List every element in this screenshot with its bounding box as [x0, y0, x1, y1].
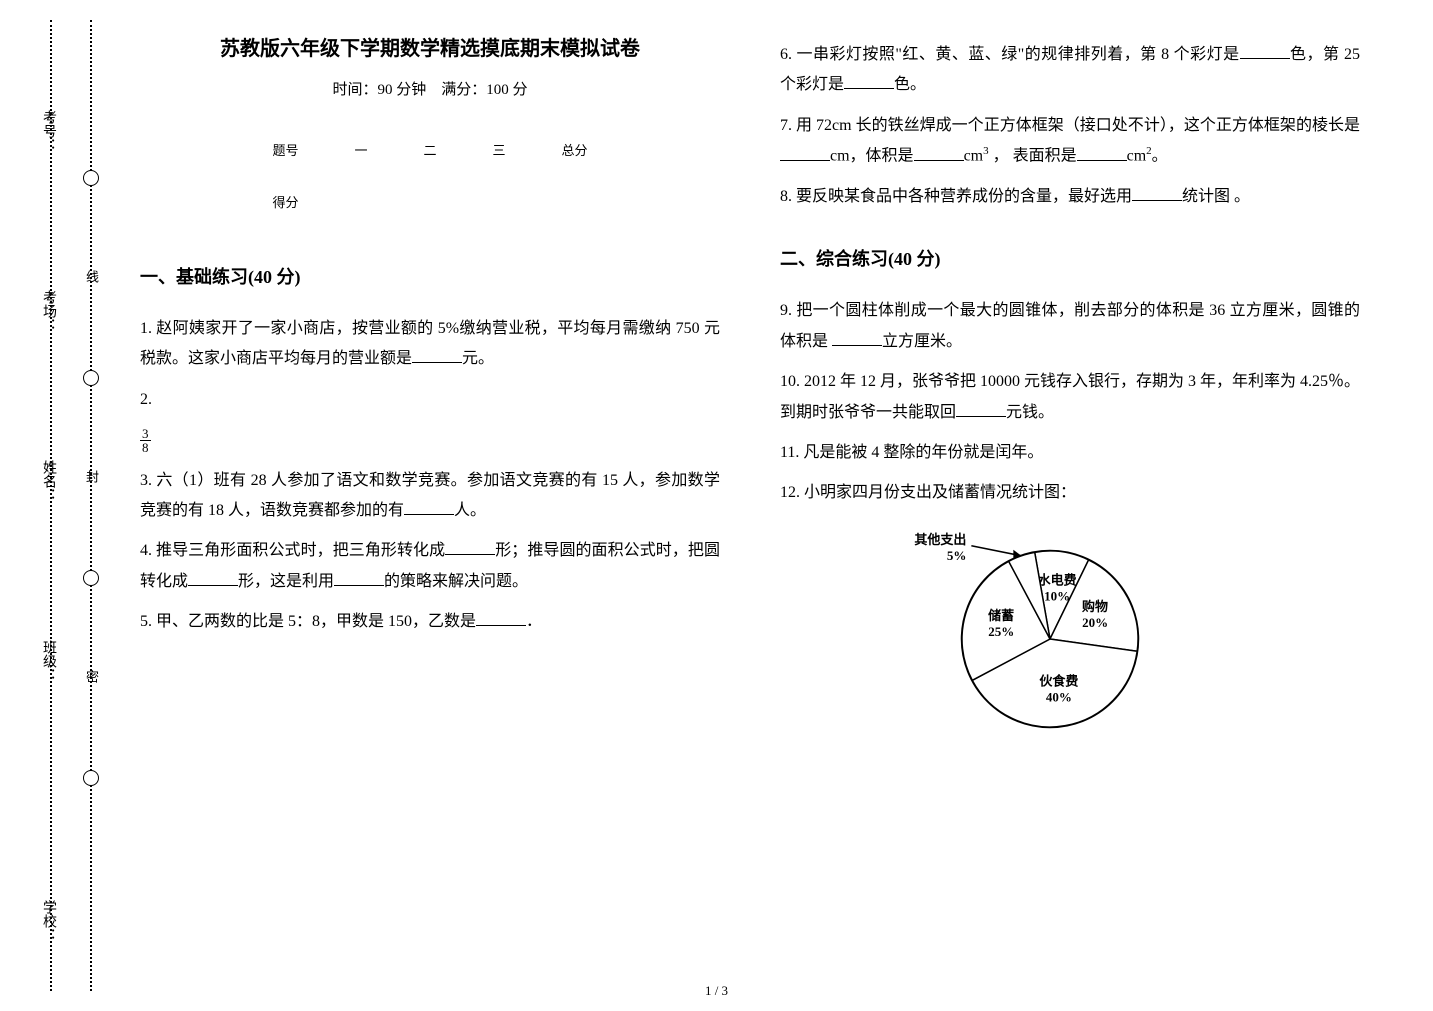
table-row: 题号 一 二 三 总分: [244, 125, 615, 178]
blank: [476, 609, 526, 626]
svg-text:25%: 25%: [988, 624, 1014, 639]
page-footer: 1 / 3: [705, 983, 728, 999]
score-cell: [395, 177, 464, 230]
fraction-numerator: 3: [140, 427, 151, 441]
question-text: 5. 甲、乙两数的比是 5：8，甲数是 150，乙数是: [140, 613, 476, 630]
question-9: 9. 把一个圆柱体削成一个最大的圆锥体，削去部分的体积是 36 立方厘米，圆锥的…: [780, 296, 1360, 357]
seal-text: 线: [82, 270, 101, 283]
blank: [914, 144, 964, 161]
score-cell: [534, 177, 616, 230]
question-5: 5. 甲、乙两数的比是 5：8，甲数是 150，乙数是 ．: [140, 607, 720, 637]
question-text: 元。: [462, 350, 494, 367]
binding-circle: [83, 370, 99, 386]
blank: [334, 569, 384, 586]
question-text: 6. 一串彩灯按照"红、黄、蓝、绿"的规律排列着，第 8 个彩灯是: [780, 46, 1240, 63]
question-text: 统计图 。: [1182, 188, 1250, 205]
question-text: 人。: [454, 502, 486, 519]
column-right: 6. 一串彩灯按照"红、黄、蓝、绿"的规律排列着，第 8 个彩灯是色，第 25 …: [780, 30, 1360, 971]
question-text: ．: [526, 613, 542, 630]
svg-text:40%: 40%: [1046, 689, 1072, 704]
seal-text: 密: [82, 670, 101, 683]
question-7: 7. 用 72cm 长的铁丝焊成一个正方体框架（接口处不计），这个正方体框架的棱…: [780, 111, 1360, 172]
score-cell: [465, 177, 534, 230]
question-text: cm: [1127, 148, 1147, 165]
blank: [1077, 144, 1127, 161]
svg-text:10%: 10%: [1044, 588, 1070, 603]
question-1: 1. 赵阿姨家开了一家小商店，按营业额的 5%缴纳营业税，平均每月需缴纳 750…: [140, 314, 720, 375]
score-label: 得分: [244, 177, 326, 230]
blank: [1132, 184, 1182, 201]
section-heading-2: 二、综合练习(40 分): [780, 242, 1360, 276]
exam-subtitle: 时间：90 分钟 满分：100 分: [140, 76, 720, 105]
blank: [832, 329, 882, 346]
seal-text: 封: [82, 470, 101, 483]
blank: [956, 400, 1006, 417]
question-3: 3. 六（1）班有 28 人参加了语文和数学竞赛。参加语文竞赛的有 15 人，参…: [140, 466, 720, 527]
score-header: 题号: [244, 125, 326, 178]
blank: [404, 498, 454, 515]
question-8: 8. 要反映某食品中各种营养成份的含量，最好选用 统计图 。: [780, 182, 1360, 212]
blank: [412, 346, 462, 363]
question-text: 形，这是利用: [238, 573, 334, 590]
question-text: cm，体积是: [830, 148, 914, 165]
binding-circle: [83, 170, 99, 186]
binding-circle: [83, 770, 99, 786]
exam-title: 苏教版六年级下学期数学精选摸底期末模拟试卷: [140, 30, 720, 68]
blank: [844, 72, 894, 89]
question-text: 10. 2012 年 12 月，张爷爷把 10000 元钱存入银行，存期为 3 …: [780, 373, 1360, 420]
question-10: 10. 2012 年 12 月，张爷爷把 10000 元钱存入银行，存期为 3 …: [780, 367, 1360, 428]
question-text: 。: [1152, 148, 1168, 165]
question-2: 2.: [140, 385, 720, 415]
score-header: 总分: [534, 125, 616, 178]
fraction: 3 8: [140, 427, 151, 454]
page-content: 苏教版六年级下学期数学精选摸底期末模拟试卷 时间：90 分钟 满分：100 分 …: [140, 30, 1393, 971]
question-2-fraction: 3 8: [140, 425, 720, 455]
svg-text:购物: 购物: [1082, 599, 1108, 614]
pie-chart: 水电费10% 购物20% 伙食费40% 储蓄25% 其他支出5%: [910, 524, 1230, 754]
binding-circle: [83, 570, 99, 586]
question-text: ， 表面积是: [989, 148, 1077, 165]
question-text: cm: [964, 148, 984, 165]
dotted-line-inner: [50, 20, 52, 991]
question-6: 6. 一串彩灯按照"红、黄、蓝、绿"的规律排列着，第 8 个彩灯是色，第 25 …: [780, 40, 1360, 101]
score-header: 一: [326, 125, 395, 178]
binding-label-name: 姓名：: [38, 460, 58, 502]
svg-text:水电费: 水电费: [1038, 572, 1077, 587]
question-4: 4. 推导三角形面积公式时，把三角形转化成形；推导圆的面积公式时，把圆转化成形，…: [140, 536, 720, 597]
binding-label-school: 学校：: [38, 900, 58, 942]
question-11: 11. 凡是能被 4 整除的年份就是闰年。: [780, 438, 1360, 468]
fraction-denominator: 8: [140, 441, 151, 454]
question-text: 的策略来解决问题。: [384, 573, 528, 590]
question-12: 12. 小明家四月份支出及储蓄情况统计图：: [780, 478, 1360, 508]
table-row: 得分: [244, 177, 615, 230]
score-header: 三: [465, 125, 534, 178]
svg-text:5%: 5%: [947, 548, 967, 563]
question-text: 7. 用 72cm 长的铁丝焊成一个正方体框架（接口处不计），这个正方体框架的棱…: [780, 117, 1360, 134]
score-cell: [326, 177, 395, 230]
section-heading-1: 一、基础练习(40 分): [140, 260, 720, 294]
blank: [188, 569, 238, 586]
column-left: 苏教版六年级下学期数学精选摸底期末模拟试卷 时间：90 分钟 满分：100 分 …: [140, 30, 720, 971]
score-header: 二: [395, 125, 464, 178]
question-text: 立方厘米。: [882, 333, 962, 350]
binding-label-room: 考场：: [38, 290, 58, 332]
question-text: 8. 要反映某食品中各种营养成份的含量，最好选用: [780, 188, 1132, 205]
question-text: 元钱。: [1006, 404, 1054, 421]
binding-label-examno: 考号：: [38, 110, 58, 152]
score-table: 题号 一 二 三 总分 得分: [244, 125, 615, 230]
svg-text:其他支出: 其他支出: [914, 532, 966, 547]
question-text: 4. 推导三角形面积公式时，把三角形转化成: [140, 542, 445, 559]
blank: [445, 538, 495, 555]
binding-label-class: 班级：: [38, 640, 58, 682]
svg-text:伙食费: 伙食费: [1039, 673, 1078, 688]
svg-text:储蓄: 储蓄: [987, 608, 1014, 623]
blank: [780, 144, 830, 161]
question-text: 2.: [140, 391, 152, 408]
binding-strip: 线 封 密 考号： 考场： 姓名： 班级： 学校：: [0, 0, 121, 1011]
pie-chart-wrap: 水电费10% 购物20% 伙食费40% 储蓄25% 其他支出5%: [780, 524, 1360, 765]
dotted-line-outer: [90, 20, 92, 991]
question-text: 色。: [894, 76, 926, 93]
blank: [1240, 42, 1290, 59]
svg-text:20%: 20%: [1082, 615, 1108, 630]
